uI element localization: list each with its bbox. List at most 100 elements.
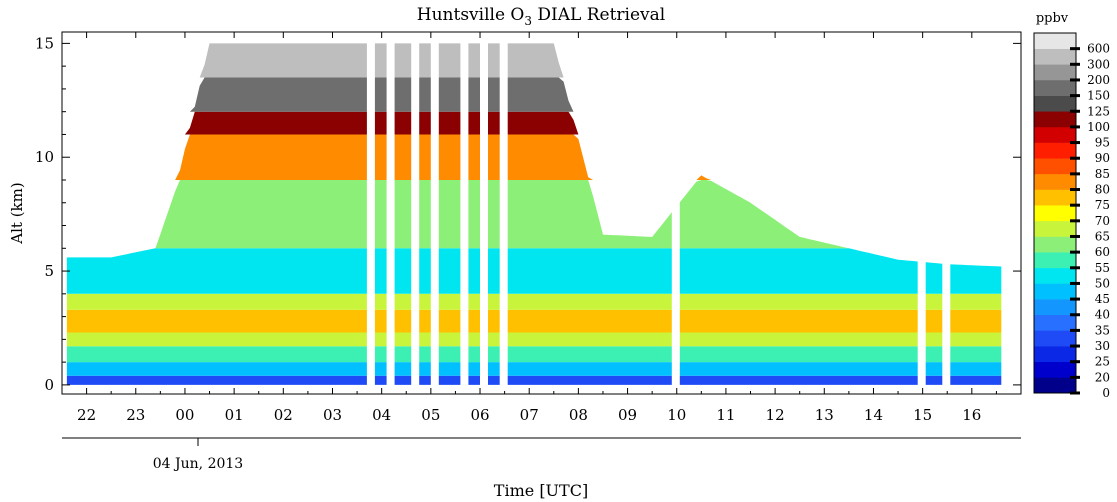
y-tick-label-5: 5 xyxy=(44,262,54,280)
x-tick-label-13: 13 xyxy=(815,406,834,424)
y-tick-label-0: 0 xyxy=(44,376,54,394)
colorbar-swatch-65 xyxy=(1034,220,1076,237)
data-gap-4 xyxy=(460,32,469,393)
colorbar-swatch-125 xyxy=(1034,95,1076,112)
data-gaps xyxy=(366,32,951,393)
colorbar-swatch-70 xyxy=(1034,205,1076,222)
colorbar-label-80: 80 xyxy=(1095,183,1110,197)
heatmap-layer-65-ppbv xyxy=(66,332,1002,347)
colorbar-swatch-50 xyxy=(1034,267,1076,284)
heatmap-layer-150-ppbv xyxy=(66,77,1002,112)
colorbar-label-0: 0 xyxy=(1102,386,1110,400)
colorbar-label-150: 150 xyxy=(1087,89,1110,103)
heatmap-layer-75-ppbv xyxy=(66,309,1002,333)
colorbar-label-55: 55 xyxy=(1095,261,1110,275)
heatmap-layer-65-ppbv xyxy=(66,293,1002,310)
colorbar-label-30: 30 xyxy=(1095,339,1110,353)
colorbar-swatch-20 xyxy=(1034,361,1076,378)
colorbar-label-70: 70 xyxy=(1095,214,1110,228)
y-tick-label-15: 15 xyxy=(35,34,54,52)
data-gap-7 xyxy=(671,32,680,393)
data-gap-1 xyxy=(386,32,395,393)
colorbar-swatch-85 xyxy=(1034,158,1076,175)
colorbar-swatch-80 xyxy=(1034,173,1076,190)
colorbar-swatch-40 xyxy=(1034,299,1076,316)
colorbar-label-100: 100 xyxy=(1087,120,1110,134)
plot-frame xyxy=(61,31,1022,395)
data-gap-3 xyxy=(430,32,439,393)
x-tick-label-11: 11 xyxy=(716,406,735,424)
colorbar-swatch-35 xyxy=(1034,314,1076,331)
data-gap-2 xyxy=(411,32,420,393)
colorbar-label-85: 85 xyxy=(1095,167,1110,181)
data-gap-0 xyxy=(366,32,375,393)
colorbar-swatch-100 xyxy=(1034,111,1076,128)
colorbar-swatch-75 xyxy=(1034,189,1076,206)
x-tick-label-02: 02 xyxy=(274,406,293,424)
heatmap-layer-100-ppbv xyxy=(66,111,1002,135)
y-tick-label-10: 10 xyxy=(35,148,54,166)
x-tick-label-14: 14 xyxy=(864,406,883,424)
x-tick-label-03: 03 xyxy=(323,406,342,424)
data-gap-9 xyxy=(942,32,951,393)
x-tick-label-16: 16 xyxy=(962,406,981,424)
heatmap-layer-300-ppbv xyxy=(66,43,1002,78)
x-tick-label-05: 05 xyxy=(421,406,440,424)
colorbar-swatch-0 xyxy=(1034,377,1076,394)
x-tick-label-22: 22 xyxy=(77,406,96,424)
x-tick-label-15: 15 xyxy=(913,406,932,424)
heatmap-layer-80-ppbv xyxy=(66,134,1002,180)
x-tick-label-23: 23 xyxy=(126,406,145,424)
colorbar-label-90: 90 xyxy=(1095,151,1110,165)
colorbar-frame xyxy=(1033,32,1077,394)
x-tick-label-12: 12 xyxy=(766,406,785,424)
colorbar-label-35: 35 xyxy=(1095,323,1110,337)
colorbar-swatch-90 xyxy=(1034,142,1076,159)
x-tick-label-01: 01 xyxy=(225,406,244,424)
colorbar-label-75: 75 xyxy=(1095,198,1110,212)
colorbar-label-200: 200 xyxy=(1087,73,1110,87)
x-tick-label-00: 00 xyxy=(175,406,194,424)
colorbar-unit: ppbv xyxy=(1036,11,1069,26)
colorbar-label-65: 65 xyxy=(1095,229,1110,243)
colorbar-swatch-300 xyxy=(1034,48,1076,65)
x-axis-label: Time [UTC] xyxy=(494,481,588,500)
x-tick-label-09: 09 xyxy=(618,406,637,424)
x-tick-label-08: 08 xyxy=(569,406,588,424)
title-rest: DIAL Retrieval xyxy=(532,5,665,25)
heatmap-layer-55-ppbv xyxy=(66,346,1002,363)
colorbar-label-600: 600 xyxy=(1087,42,1110,56)
colorbar-swatch-600 xyxy=(1034,33,1076,49)
colorbar-label-20: 20 xyxy=(1095,370,1110,384)
colorbar-label-50: 50 xyxy=(1095,276,1110,290)
colorbar-swatch-150 xyxy=(1034,79,1076,96)
colorbar-label-25: 25 xyxy=(1095,355,1110,369)
colorbar-label-60: 60 xyxy=(1095,245,1110,259)
data-gap-8 xyxy=(917,32,926,393)
colorbar-label-40: 40 xyxy=(1095,308,1110,322)
colorbar-swatch-55 xyxy=(1034,252,1076,269)
data-gap-5 xyxy=(480,32,488,393)
title-main: Huntsville O xyxy=(417,5,525,25)
x-tick-label-06: 06 xyxy=(470,406,489,424)
x-tick-label-07: 07 xyxy=(520,406,539,424)
heatmap-layer-45-ppbv xyxy=(66,362,1002,376)
colorbar-swatch-95 xyxy=(1034,126,1076,143)
title-subscript: 3 xyxy=(524,14,532,28)
heatmap-layer-50-ppbv xyxy=(66,248,1002,294)
heatmap-layer-30-ppbv xyxy=(66,375,1002,385)
y-axis-label: Alt (km) xyxy=(8,182,26,244)
colorbar-label-95: 95 xyxy=(1095,136,1110,150)
heatmap-layer-60-ppbv xyxy=(66,180,1002,249)
colorbar-swatch-200 xyxy=(1034,64,1076,81)
colorbar-swatch-25 xyxy=(1034,346,1076,362)
colorbar-label-45: 45 xyxy=(1095,292,1110,306)
chart-title: Huntsville O3 DIAL Retrieval xyxy=(417,5,665,28)
colorbar-swatch-30 xyxy=(1034,330,1076,347)
y-axis-ticks: 0 5 10 15 xyxy=(35,34,1021,394)
colorbar-swatch-45 xyxy=(1034,283,1076,300)
x-tick-label-04: 04 xyxy=(372,406,391,424)
data-gap-6 xyxy=(499,32,508,393)
